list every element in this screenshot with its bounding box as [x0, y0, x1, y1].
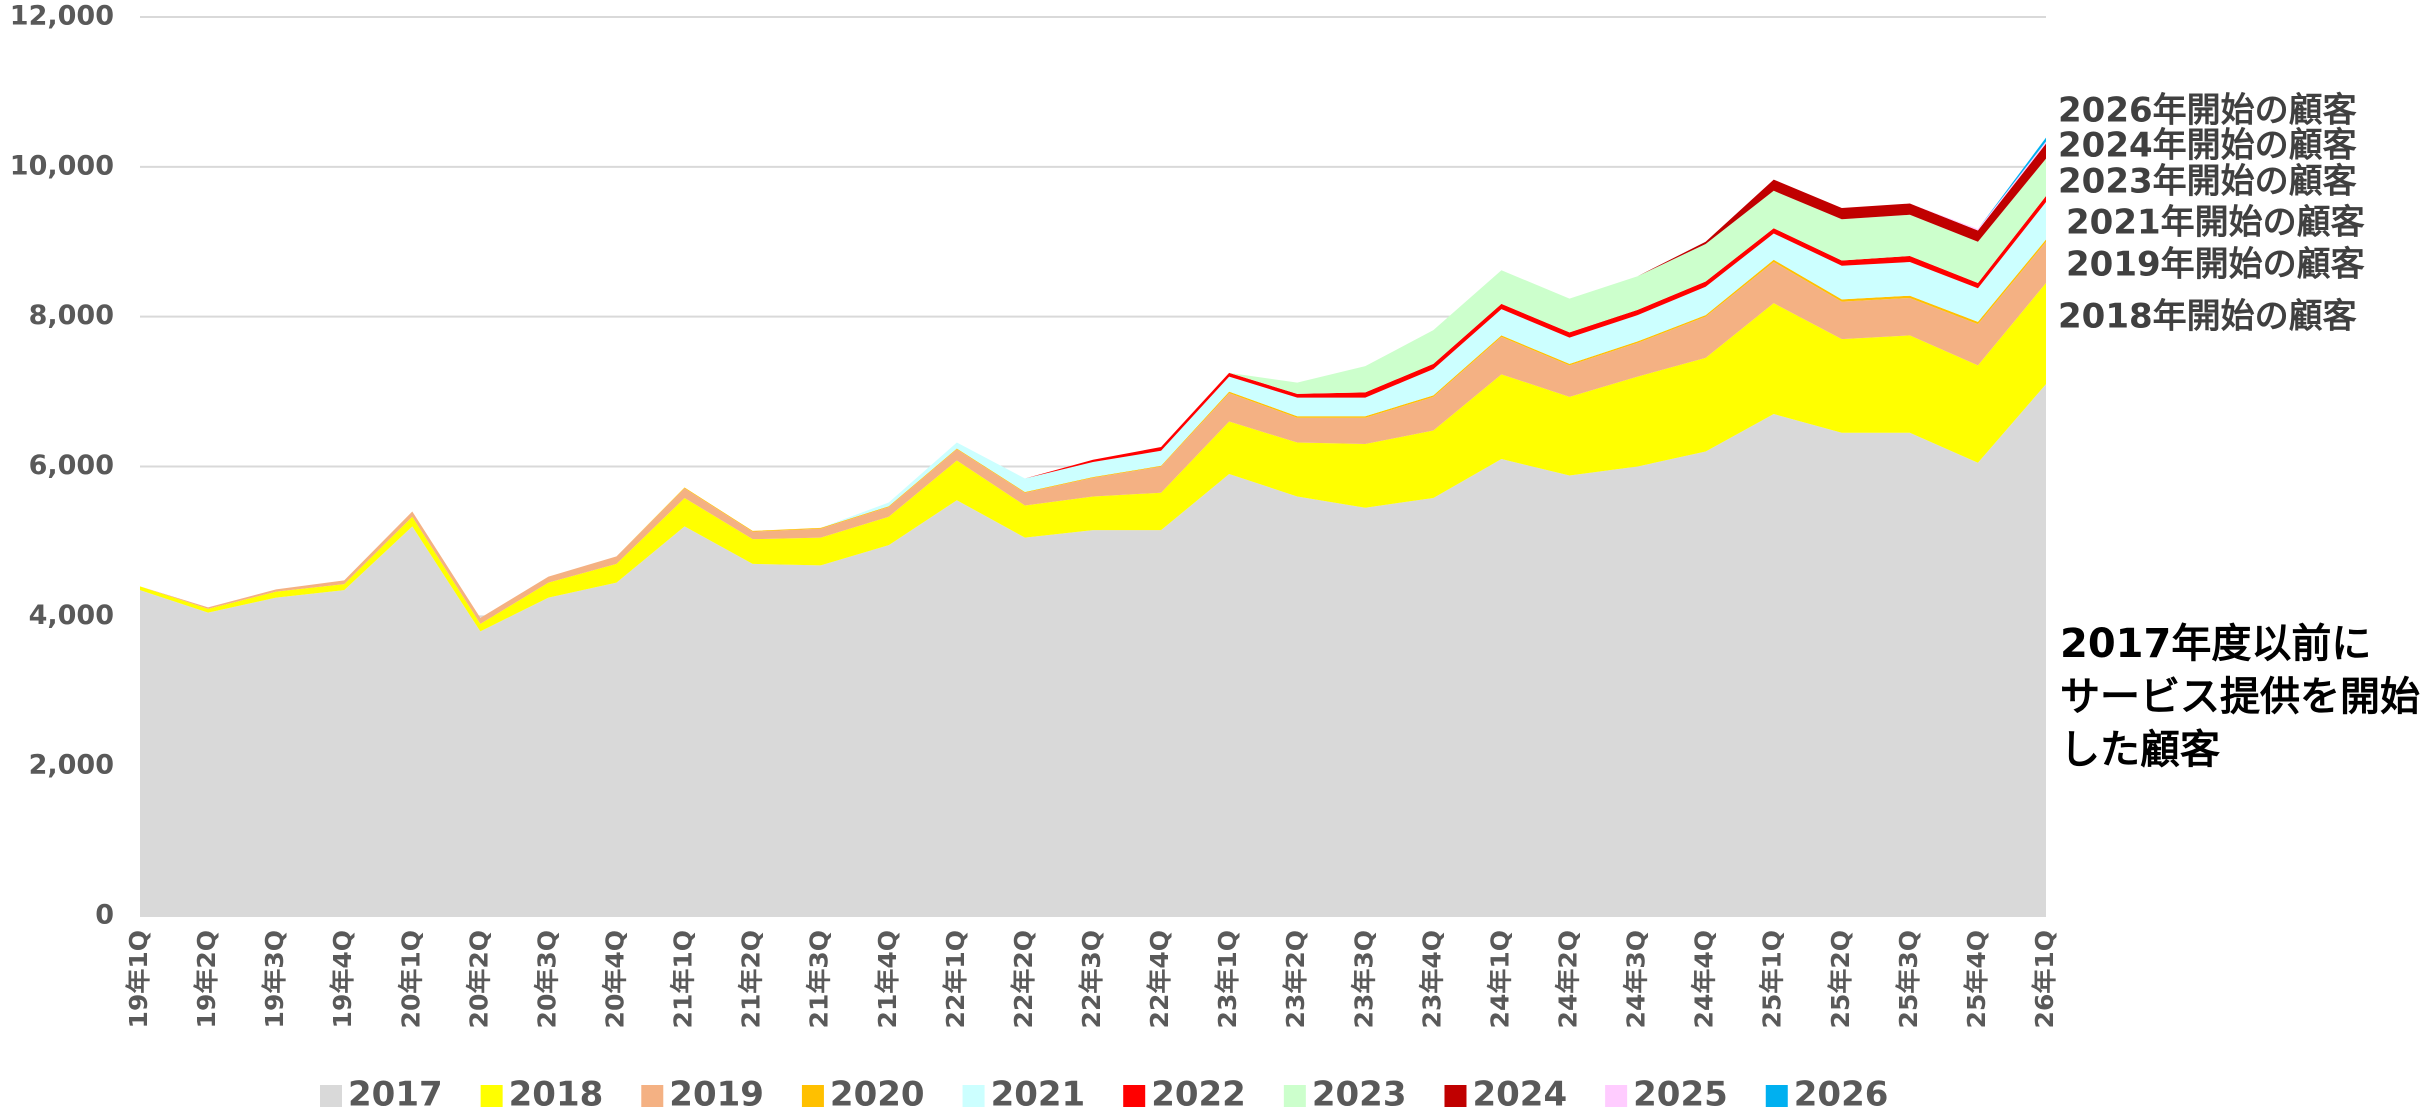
x-tick-label: 25年4Q — [1962, 930, 1991, 1028]
annotation: 2019年開始の顧客 — [2066, 245, 2365, 285]
area — [140, 282, 2046, 632]
x-tick-label: 26年1Q — [2030, 930, 2059, 1028]
annotation: 2021年開始の顧客 — [2066, 203, 2365, 243]
x-tick-label: 22年3Q — [1077, 930, 1106, 1028]
x-tick-label: 24年4Q — [1690, 930, 1719, 1028]
x-tick-label: 21年2Q — [737, 930, 766, 1028]
y-tick-label: 12,000 — [10, 1, 114, 32]
x-tick-label: 24年2Q — [1554, 930, 1583, 1028]
x-tick-label: 19年3Q — [260, 930, 289, 1028]
legend-label: 2018 — [509, 1075, 604, 1109]
x-tick-label: 25年3Q — [1894, 930, 1923, 1028]
annotation: サービス提供を開始 — [2060, 674, 2420, 720]
x-tick-label: 24年1Q — [1485, 930, 1514, 1028]
legend-label: 2024 — [1472, 1075, 1567, 1109]
y-tick-label: 2,000 — [29, 750, 114, 781]
x-tick-label: 20年1Q — [396, 930, 425, 1028]
legend-swatch — [480, 1085, 503, 1107]
x-tick-label: 21年3Q — [805, 930, 834, 1028]
x-tick-label: 25年1Q — [1758, 930, 1787, 1028]
y-tick-label: 0 — [95, 900, 114, 931]
y-tick-label: 10,000 — [10, 150, 114, 181]
x-tick-label: 22年1Q — [941, 930, 970, 1028]
x-tick-label: 19年2Q — [192, 930, 221, 1028]
annotation: 2017年度以前に — [2060, 621, 2371, 667]
x-tick-label: 23年2Q — [1281, 930, 1310, 1028]
y-tick-label: 4,000 — [29, 600, 114, 631]
legend-label: 2023 — [1312, 1075, 1407, 1109]
legend-swatch — [801, 1085, 824, 1107]
legend-label: 2026 — [1794, 1075, 1889, 1109]
annotation: 2024年開始の顧客 — [2058, 126, 2357, 166]
y-tick-label: 6,000 — [29, 450, 114, 481]
area — [140, 384, 2046, 916]
y-tick-label: 8,000 — [29, 300, 114, 331]
annotation: 2018年開始の顧客 — [2058, 297, 2357, 337]
x-tick-label: 25年2Q — [1826, 930, 1855, 1028]
legend-label: 2020 — [830, 1075, 925, 1109]
x-tick-label: 22年4Q — [1145, 930, 1174, 1028]
legend-swatch — [1123, 1085, 1146, 1107]
x-tick-label: 23年1Q — [1213, 930, 1242, 1028]
annotation: した顧客 — [2060, 727, 2220, 773]
legend-label: 2017 — [348, 1075, 443, 1109]
legend-label: 2022 — [1151, 1075, 1246, 1109]
annotation: 2026年開始の顧客 — [2058, 91, 2357, 131]
x-tick-label: 20年2Q — [464, 930, 493, 1028]
legend-swatch — [320, 1085, 342, 1107]
legend-swatch — [1283, 1085, 1306, 1107]
x-tick-label: 23年3Q — [1349, 930, 1378, 1028]
legend-swatch — [962, 1085, 985, 1107]
annotation: 2023年開始の顧客 — [2058, 162, 2357, 202]
x-tick-label: 19年1Q — [124, 930, 153, 1028]
x-tick-label: 23年4Q — [1417, 930, 1446, 1028]
x-tick-label: 20年4Q — [601, 930, 630, 1028]
x-tick-label: 20年3Q — [532, 930, 561, 1028]
x-tick-label: 21年4Q — [873, 930, 902, 1028]
legend-swatch — [1605, 1085, 1628, 1107]
x-tick-label: 24年3Q — [1622, 930, 1651, 1028]
legend-label: 2025 — [1633, 1075, 1728, 1109]
legend-label: 2019 — [669, 1075, 764, 1109]
legend-swatch — [1444, 1085, 1467, 1107]
x-tick-label: 21年1Q — [669, 930, 698, 1028]
x-tick-label: 22年2Q — [1009, 930, 1038, 1028]
legend-swatch — [641, 1085, 664, 1107]
x-tick-label: 19年4Q — [328, 930, 357, 1028]
legend-label: 2021 — [991, 1075, 1086, 1109]
legend-swatch — [1765, 1085, 1788, 1107]
